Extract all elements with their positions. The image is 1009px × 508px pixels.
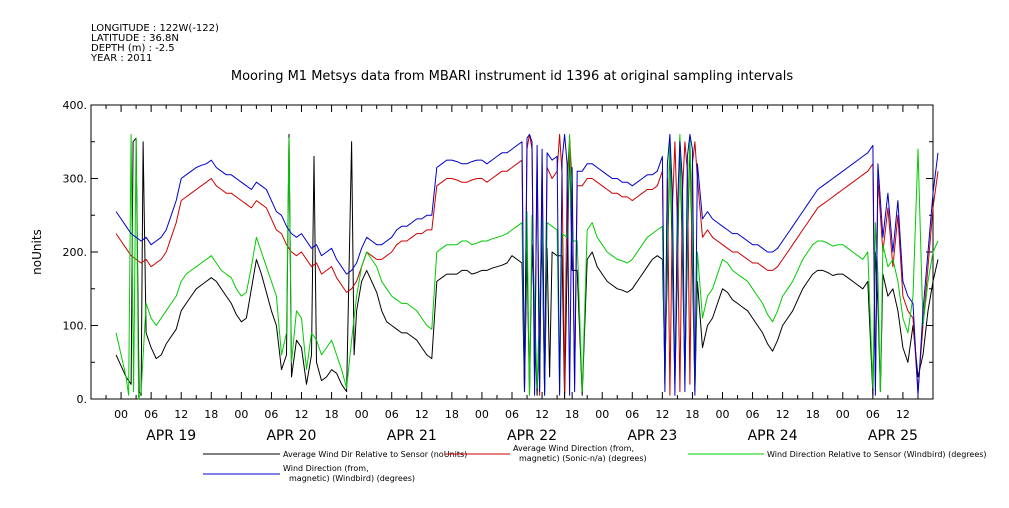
x-hour-label: 18 [565, 408, 579, 421]
legend-label-3: Wind Direction Relative to Sensor (Windb… [767, 450, 987, 459]
x-axis: 00 06 12 18 00 06 12 18 00 06 12 18 00 06 12 18 00 06 12 18… [90, 105, 934, 444]
x-hour-label: 12 [415, 408, 429, 421]
plot-area [115, 133, 939, 400]
x-hour-label: 06 [746, 408, 760, 421]
legend-label-4: Wind Direction (from, [283, 464, 369, 473]
x-hour-label: 00 [716, 408, 730, 421]
x-hour-label: 12 [295, 408, 309, 421]
x-hour-label: 00 [114, 408, 128, 421]
y-axis-label: noUnits [30, 229, 44, 275]
legend-label-1: Average Wind Dir Relative to Sensor (noU… [283, 450, 467, 459]
legend-label-2: magnetic) (Sonic-n/a) (degrees) [519, 454, 647, 463]
y-tick-label: 100. [63, 320, 88, 333]
metadata-block: LONGITUDE : 122W(-122) LATITUDE : 36.8N … [90, 23, 219, 64]
year-text: YEAR : 2011 [90, 53, 152, 64]
x-hour-label: 18 [685, 408, 699, 421]
x-hour-label: 18 [325, 408, 339, 421]
y-tick-label: 300. [63, 173, 88, 186]
y-axis: 0. 100. 200. 300. 400. [63, 99, 933, 406]
depth-text: DEPTH (m) : -2.5 [91, 43, 175, 54]
x-hour-label: 00 [355, 408, 369, 421]
x-hour-label: 06 [385, 408, 399, 421]
y-tick-label: 400. [63, 99, 88, 112]
x-hour-label: 18 [445, 408, 459, 421]
x-hour-label: 18 [204, 408, 218, 421]
longitude-text: LONGITUDE : 122W(-122) [91, 23, 219, 34]
x-hour-label: 06 [144, 408, 158, 421]
x-hour-label: 06 [505, 408, 519, 421]
x-day-label: APR 19 [146, 428, 196, 444]
x-day-label: APR 21 [387, 428, 437, 444]
legend-label-2: Average Wind Direction (from, [513, 444, 634, 453]
x-day-label: APR 22 [507, 428, 557, 444]
x-hour-label: 12 [655, 408, 669, 421]
x-day-label: APR 24 [748, 428, 798, 444]
legend: Average Wind Dir Relative to Sensor (noU… [203, 444, 987, 483]
x-hour-label: 00 [475, 408, 489, 421]
x-day-label: APR 20 [266, 428, 316, 444]
x-day-label: APR 23 [627, 428, 677, 444]
x-hour-label: 00 [234, 408, 248, 421]
x-hour-label: 06 [264, 408, 278, 421]
x-hour-label: 00 [836, 408, 850, 421]
y-tick-label: 0. [77, 393, 88, 406]
x-hour-label: 12 [896, 408, 910, 421]
series-line-4 [115, 133, 939, 396]
latitude-text: LATITUDE : 36.8N [91, 33, 179, 44]
chart-title: Mooring M1 Metsys data from MBARI instru… [231, 69, 793, 84]
x-hour-label: 06 [625, 408, 639, 421]
x-hour-label: 18 [806, 408, 820, 421]
x-hour-label: 12 [174, 408, 188, 421]
x-hour-label: 00 [595, 408, 609, 421]
x-hour-label: 12 [535, 408, 549, 421]
x-day-label: APR 25 [868, 428, 918, 444]
series-line-3 [115, 133, 939, 400]
x-hour-label: 06 [866, 408, 880, 421]
y-tick-label: 200. [63, 246, 88, 259]
x-hour-label: 12 [776, 408, 790, 421]
legend-label-4: magnetic) (Windbird) (degrees) [289, 474, 415, 483]
